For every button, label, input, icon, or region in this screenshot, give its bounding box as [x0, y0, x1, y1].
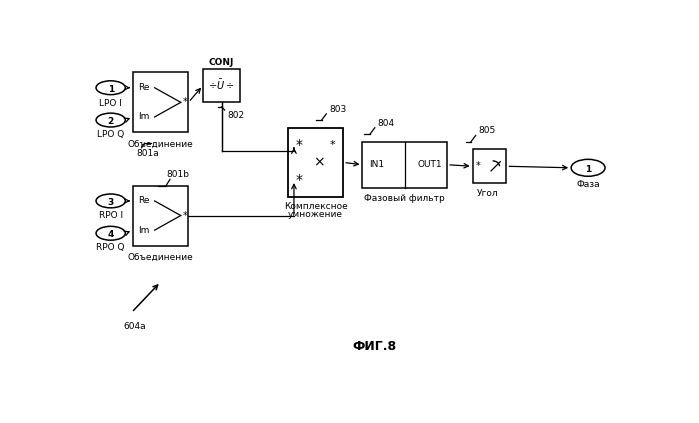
Text: 802: 802	[228, 111, 245, 120]
Text: LPO I: LPO I	[99, 99, 122, 107]
Text: 805: 805	[479, 126, 496, 135]
Text: *: *	[182, 211, 187, 220]
Text: Фаза: Фаза	[576, 180, 600, 189]
Text: Комплексное: Комплексное	[284, 202, 347, 211]
Ellipse shape	[96, 194, 125, 208]
Text: LPO Q: LPO Q	[97, 130, 124, 139]
Text: 2: 2	[108, 117, 114, 126]
Text: Re: Re	[138, 196, 149, 206]
Ellipse shape	[96, 226, 125, 240]
Ellipse shape	[96, 113, 125, 127]
Text: *: *	[295, 173, 302, 187]
Ellipse shape	[571, 159, 605, 176]
Text: *: *	[295, 138, 302, 152]
Text: умножение: умножение	[288, 210, 343, 219]
Text: IN1: IN1	[369, 160, 384, 169]
Text: 1: 1	[585, 165, 591, 174]
Text: 801b: 801b	[166, 170, 189, 179]
Text: $\div\bar{U}\div$: $\div\bar{U}\div$	[208, 78, 235, 92]
Bar	[133, 72, 189, 132]
Text: Im: Im	[138, 225, 149, 235]
Bar	[473, 149, 507, 183]
Bar	[363, 142, 447, 188]
Text: Угол: Угол	[477, 190, 499, 198]
Text: 3: 3	[108, 198, 114, 207]
Bar	[133, 186, 189, 246]
Text: Re: Re	[138, 83, 149, 92]
Text: OUT1: OUT1	[418, 160, 442, 169]
Ellipse shape	[96, 81, 125, 95]
Text: 604a: 604a	[124, 322, 146, 331]
Bar	[288, 128, 343, 197]
Text: 801a: 801a	[137, 149, 159, 158]
Text: 1: 1	[108, 85, 114, 94]
Text: ×: ×	[312, 155, 324, 169]
Text: Объединение: Объединение	[128, 253, 194, 262]
Text: 4: 4	[108, 230, 114, 239]
Text: 804: 804	[378, 119, 395, 128]
Text: RPO I: RPO I	[99, 211, 123, 220]
Text: 803: 803	[329, 105, 347, 114]
Text: CONJ: CONJ	[209, 58, 234, 67]
Text: *: *	[475, 161, 480, 171]
Text: RPO Q: RPO Q	[96, 243, 125, 252]
Text: *: *	[182, 97, 187, 107]
Text: Фазовый фильтр: Фазовый фильтр	[364, 194, 445, 203]
Text: ФИГ.8: ФИГ.8	[352, 340, 396, 352]
Text: Im: Im	[138, 113, 149, 121]
Bar	[203, 69, 240, 102]
Text: *: *	[330, 140, 336, 150]
Text: Объединение: Объединение	[128, 140, 194, 149]
